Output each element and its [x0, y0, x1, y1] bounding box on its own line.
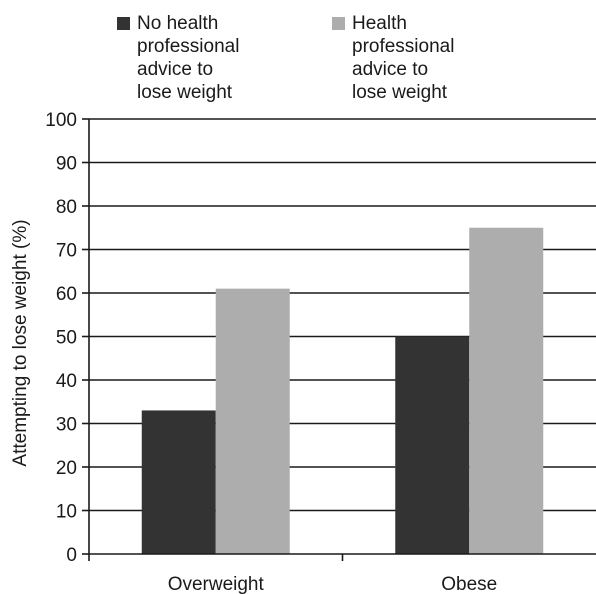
y-tick-label: 20 [56, 458, 77, 479]
y-axis-label: Attempting to lose weight (%) [10, 219, 31, 466]
y-tick-label: 40 [56, 371, 77, 392]
x-tick-label: Obese [441, 574, 497, 594]
bar [141, 410, 216, 554]
bar [215, 288, 290, 554]
tick-labels: 0 10 20 30 40 50 60 70 80 90 100 Overweight Obese [45, 110, 497, 594]
legend-label-no-advice: No health professional advice to lose we… [137, 13, 240, 103]
bars [141, 227, 544, 554]
y-tick-label: 100 [45, 110, 77, 131]
y-tick-label: 80 [56, 197, 77, 218]
y-tick-label: 30 [56, 415, 77, 436]
y-tick-label: 60 [56, 284, 77, 305]
axes [82, 118, 596, 561]
legend-swatch-advice [332, 17, 345, 30]
legend-swatch-no-advice [117, 17, 130, 30]
legend-label-advice: Health professional advice to lose weigh… [352, 13, 455, 103]
y-tick-label: 0 [66, 545, 77, 566]
y-tick-label: 70 [56, 241, 77, 262]
y-tick-label: 50 [56, 328, 77, 349]
x-tick-label: Overweight [168, 574, 265, 594]
y-tick-label: 90 [56, 154, 77, 175]
bar [395, 336, 470, 554]
bar [469, 227, 544, 554]
y-tick-label: 10 [56, 502, 77, 523]
